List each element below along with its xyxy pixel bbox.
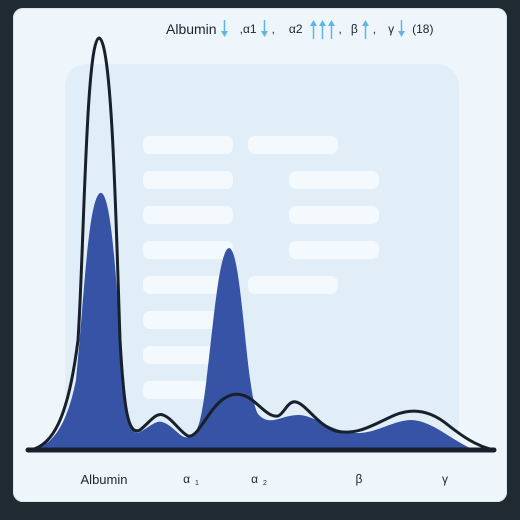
beta-up-arrow-icon [361, 18, 370, 40]
gamma-down-arrow-icon [397, 18, 406, 40]
header-count: (18) [412, 22, 434, 36]
background-panel [65, 64, 459, 444]
x-label-beta: β [355, 472, 363, 486]
x-label-albumin: Albumin [80, 472, 128, 487]
reference-curve-outline [28, 36, 496, 452]
header-gamma-label: γ [388, 22, 395, 36]
alpha2-up-arrows-icon [309, 18, 336, 40]
x-label-gamma: γ [442, 472, 448, 486]
alpha1-down-arrow-icon [260, 18, 269, 40]
header-separator: , [271, 22, 275, 36]
albumin-down-arrow-icon [220, 18, 229, 40]
header-alpha2-label: α2 [288, 22, 303, 36]
header-alpha1-label: α1 [242, 22, 257, 36]
header-separator: , [338, 22, 342, 36]
header-separator: , [239, 22, 243, 36]
header-beta-label: β [350, 22, 358, 36]
patient-curve-fill [30, 192, 490, 450]
header-albumin-label: Albumin [166, 21, 217, 37]
header-separator: , [372, 22, 377, 36]
findings-summary: Albumin , α1 , α2 , β , γ (18) [166, 14, 433, 44]
